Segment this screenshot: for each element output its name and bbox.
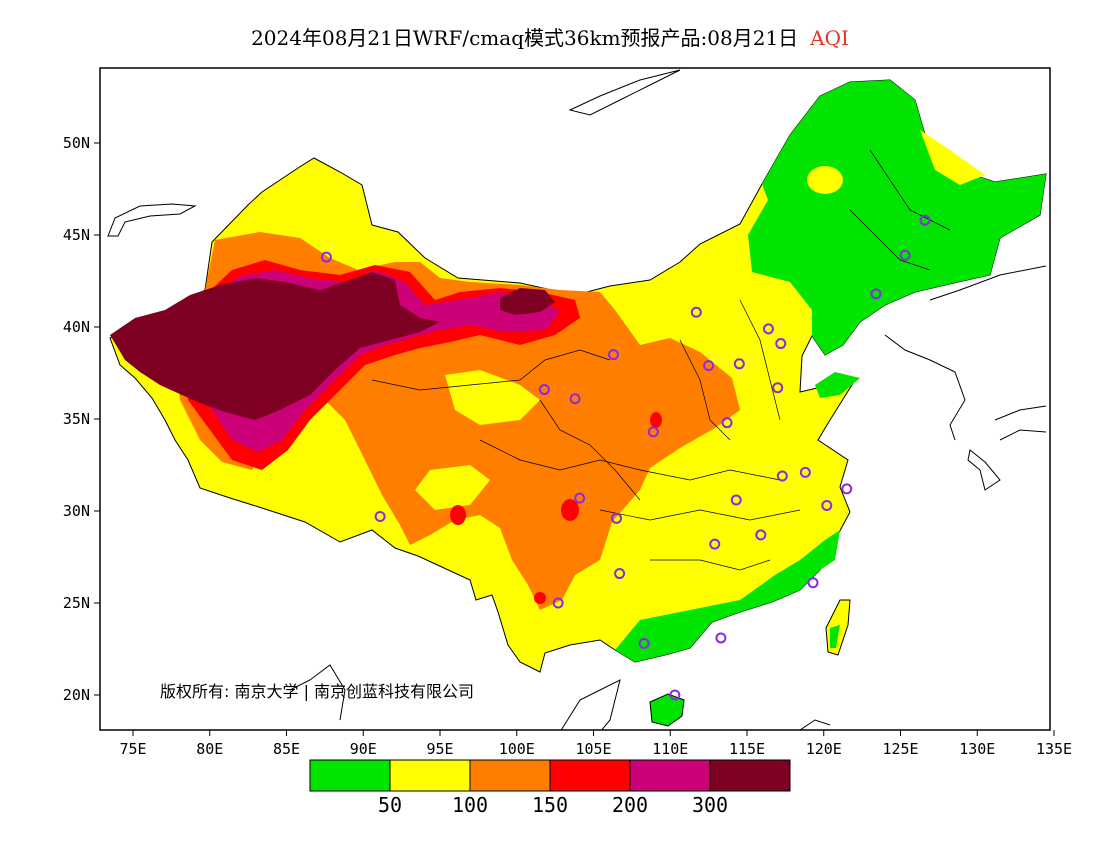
station-marker: [703, 360, 715, 372]
lon-tick-label: 125E: [882, 740, 918, 758]
lat-tick-label: 50N: [63, 134, 90, 152]
lon-tick-label: 85E: [273, 740, 300, 758]
lon-tick-label: 135E: [1036, 740, 1072, 758]
station-marker: [775, 338, 787, 350]
station-marker: [755, 529, 767, 541]
aqi-spot-red: [561, 499, 579, 521]
station-marker: [721, 417, 733, 429]
station-marker: [841, 483, 853, 495]
station-marker: [733, 358, 745, 370]
taiwan-island-green: [830, 625, 840, 648]
station-marker: [374, 511, 386, 523]
station-marker: [730, 494, 742, 506]
aqi-zone-50-shandong: [815, 372, 860, 398]
station-marker: [538, 384, 550, 396]
latitude-axis: 50N 45N 40N 35N 30N 25N 20N: [63, 134, 100, 704]
station-marker: [799, 466, 811, 478]
station-marker: [647, 426, 659, 438]
lat-tick-label: 35N: [63, 410, 90, 428]
station-marker: [320, 251, 332, 263]
aqi-patch-yellow: [415, 465, 490, 510]
lon-tick-label: 105E: [575, 740, 611, 758]
lat-tick-label: 40N: [63, 318, 90, 336]
lon-tick-label: 90E: [350, 740, 377, 758]
lon-tick-label: 110E: [652, 740, 688, 758]
station-marker: [552, 597, 564, 609]
station-marker: [669, 689, 681, 701]
lon-tick-label: 120E: [806, 740, 842, 758]
station-marker: [772, 382, 784, 394]
lon-tick-label: 115E: [729, 740, 765, 758]
lat-tick-label: 20N: [63, 686, 90, 704]
aqi-zone-50-south: [615, 530, 840, 662]
copyright-text: 版权所有: 南京大学 | 南京创蓝科技有限公司: [160, 682, 474, 701]
map-area: [107, 69, 1047, 730]
station-marker: [807, 577, 819, 589]
hainan-island: [649, 693, 685, 727]
station-marker: [762, 323, 774, 335]
map-title: 2024年08月21日WRF/cmaq模式36km预报产品:08月21日 AQI: [0, 22, 1100, 51]
variable-label: AQI: [810, 26, 849, 50]
station-marker: [899, 249, 911, 261]
map-frame: [99, 67, 1051, 731]
station-marker: [870, 288, 882, 300]
station-marker: [776, 470, 788, 482]
lon-tick-label: 130E: [959, 740, 995, 758]
station-marker: [569, 393, 581, 405]
station-marker: [919, 214, 931, 226]
station-marker: [614, 568, 626, 580]
title-text: 2024年08月21日WRF/cmaq模式36km预报产品:08月21日: [251, 26, 799, 50]
province-borders: [371, 149, 951, 571]
lon-tick-label: 80E: [196, 740, 223, 758]
lat-tick-label: 25N: [63, 594, 90, 612]
station-marker: [715, 632, 727, 644]
aqi-spot-red: [450, 505, 466, 525]
lon-tick-label: 95E: [426, 740, 453, 758]
longitude-axis: 75E 80E 85E 90E 95E 100E 105E 110E 115E 120E 125E 1…: [119, 730, 1072, 758]
lon-tick-label: 100E: [499, 740, 535, 758]
station-marker: [821, 499, 833, 511]
station-marker: [611, 512, 623, 524]
aqi-spot-red: [534, 592, 546, 604]
aqi-spot-red: [650, 412, 662, 428]
lat-tick-label: 30N: [63, 502, 90, 520]
aqi-patch-yellow: [807, 166, 843, 194]
aqi-patch-yellow: [920, 130, 985, 185]
aqi-zone-hazardous: [110, 272, 440, 420]
coastlines: [107, 69, 1047, 730]
aqi-zone-hazardous: [500, 288, 555, 315]
station-marker: [690, 306, 702, 318]
lon-tick-label: 75E: [119, 740, 146, 758]
station-marker: [607, 349, 619, 361]
aqi-zone-50-northeast: [748, 80, 1046, 355]
station-marker: [574, 492, 586, 504]
station-marker: [709, 538, 721, 550]
lat-tick-label: 45N: [63, 226, 90, 244]
aqi-patch-yellow: [445, 370, 540, 425]
station-marker: [638, 637, 650, 649]
station-markers: [320, 214, 931, 701]
